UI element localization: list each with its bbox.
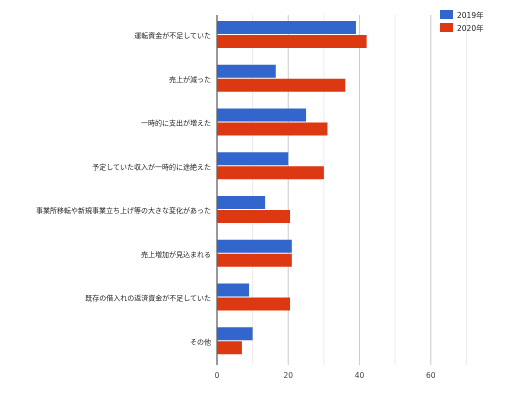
gridlines [216, 15, 467, 365]
bar-series-1 [217, 21, 356, 34]
category-label: その他 [190, 337, 211, 346]
legend-label: 2020年 [457, 23, 484, 33]
category-label: 売上増加が見込まれる [141, 250, 211, 259]
category-labels: 運転資金が不足していた売上が減った一時的に支出が増えた予定していた収入が一時的に… [36, 31, 211, 346]
bar-series-1 [217, 196, 266, 209]
bar-series-1 [217, 327, 253, 341]
bar-series-2 [217, 35, 367, 48]
x-tick-label: 60 [426, 371, 436, 380]
category-label: 予定していた収入が一時的に途絶えた [92, 162, 211, 171]
bar-series-1 [217, 64, 276, 78]
bar-series-2 [217, 166, 324, 180]
bar-series-2 [217, 253, 292, 267]
legend-label: 2019年 [457, 10, 484, 20]
legend-swatch [440, 23, 453, 32]
bar-series-1 [217, 108, 307, 122]
x-tick-label: 40 [355, 371, 365, 380]
bars [217, 21, 367, 355]
legend-swatch [440, 10, 453, 19]
legend: 2019年 2020年 [440, 10, 484, 33]
category-label: 事業所移転や新規事業立ち上げ等の大きな変化があった [36, 206, 211, 215]
bar-series-2 [217, 341, 242, 355]
x-tick-labels: 0 20 40 60 [215, 371, 436, 380]
category-label: 既存の借入れの返済資金が不足していた [85, 294, 211, 303]
bar-series-1 [217, 152, 289, 166]
x-tick-label: 20 [283, 371, 293, 380]
bar-series-2 [217, 297, 291, 311]
category-label: 運転資金が不足していた [134, 31, 211, 40]
bar-series-2 [217, 210, 291, 223]
category-label: 売上が減った [169, 75, 211, 84]
bar-series-2 [217, 78, 346, 92]
bar-series-1 [217, 283, 250, 297]
x-tick-label: 0 [215, 371, 220, 380]
category-label: 一時的に支出が増えた [141, 119, 211, 128]
bar-series-2 [217, 122, 328, 136]
bar-series-1 [217, 239, 292, 253]
